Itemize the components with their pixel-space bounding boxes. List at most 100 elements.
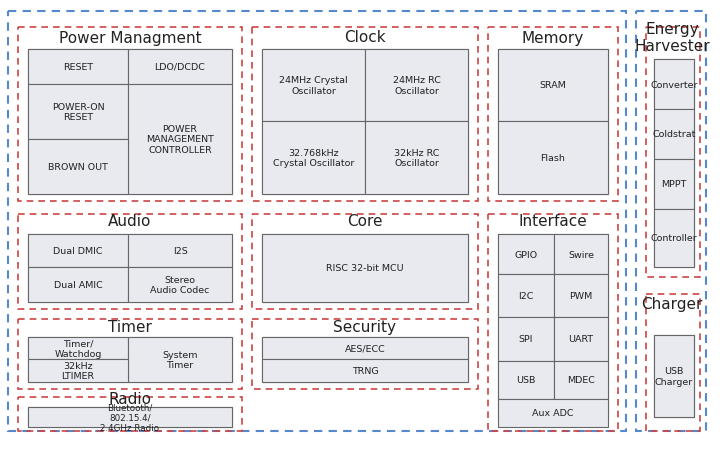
Bar — [8, 12, 626, 431]
Bar — [654, 110, 694, 160]
Bar — [18, 28, 242, 202]
Bar — [28, 359, 128, 382]
Text: Core: Core — [347, 214, 383, 229]
Text: MDEC: MDEC — [567, 376, 595, 385]
Text: Controller: Controller — [651, 234, 698, 243]
Text: Dual DMIC: Dual DMIC — [53, 246, 103, 255]
Bar — [28, 85, 128, 140]
Text: Timer/
Watchdog: Timer/ Watchdog — [54, 339, 102, 358]
Text: BROWN OUT: BROWN OUT — [48, 163, 108, 172]
Bar — [488, 28, 618, 202]
Bar — [252, 215, 478, 309]
Bar — [646, 295, 700, 431]
Bar — [128, 85, 232, 194]
Text: USB
Charger: USB Charger — [655, 367, 693, 386]
Text: 24MHz RC
Oscillator: 24MHz RC Oscillator — [392, 76, 441, 96]
Text: Converter: Converter — [650, 80, 698, 89]
Bar — [498, 235, 554, 274]
Bar — [28, 267, 128, 302]
Bar — [654, 60, 694, 110]
Bar — [554, 235, 608, 274]
Bar — [28, 337, 232, 382]
Text: Coldstrat: Coldstrat — [652, 130, 696, 139]
Text: Power Managment: Power Managment — [59, 30, 202, 46]
Bar — [498, 122, 608, 194]
Bar — [488, 215, 618, 431]
Bar — [28, 337, 128, 359]
Bar — [18, 215, 242, 309]
Bar — [28, 140, 128, 194]
Text: Memory: Memory — [522, 30, 584, 46]
Bar — [28, 407, 232, 427]
Text: PWM: PWM — [570, 291, 593, 300]
Bar — [252, 319, 478, 389]
Text: Aux ADC: Aux ADC — [532, 409, 574, 418]
Text: RISC 32-bit MCU: RISC 32-bit MCU — [326, 264, 404, 273]
Text: USB: USB — [516, 376, 536, 385]
Bar — [498, 235, 608, 419]
Text: Swire: Swire — [568, 250, 594, 259]
Text: SPI: SPI — [518, 335, 534, 344]
Bar — [636, 12, 706, 431]
Text: I2S: I2S — [173, 246, 187, 255]
Text: Energy
Harvester: Energy Harvester — [634, 22, 710, 54]
Text: Bluetooth/
802.15.4/
2.4GHz Radio: Bluetooth/ 802.15.4/ 2.4GHz Radio — [100, 402, 160, 432]
Text: POWER-ON
RESET: POWER-ON RESET — [52, 102, 104, 122]
Text: Clock: Clock — [344, 30, 386, 46]
Bar — [498, 318, 554, 361]
Bar — [262, 337, 468, 359]
Text: Audio: Audio — [108, 214, 152, 229]
Text: LDO/DCDC: LDO/DCDC — [155, 63, 205, 72]
Bar — [262, 50, 365, 122]
Text: System
Timer: System Timer — [162, 350, 198, 369]
Text: Security: Security — [333, 320, 397, 335]
Bar — [28, 50, 128, 85]
Bar — [654, 335, 694, 417]
Bar — [498, 274, 554, 318]
Bar — [654, 210, 694, 267]
Bar — [498, 399, 608, 427]
Text: 32.768kHz
Crystal Oscillator: 32.768kHz Crystal Oscillator — [273, 148, 354, 168]
Bar — [252, 28, 478, 202]
Bar — [262, 50, 468, 194]
Text: SRAM: SRAM — [539, 81, 567, 90]
Bar — [498, 361, 554, 399]
Text: Flash: Flash — [541, 154, 565, 163]
Bar — [654, 160, 694, 210]
Bar — [128, 267, 232, 302]
Bar — [498, 50, 608, 122]
Text: I2C: I2C — [518, 291, 534, 300]
Text: Dual AMIC: Dual AMIC — [53, 281, 102, 290]
Bar — [262, 235, 468, 302]
Bar — [262, 122, 365, 194]
Bar — [262, 337, 468, 382]
Bar — [262, 359, 468, 382]
Bar — [28, 407, 232, 427]
Text: 32kHz RC
Oscillator: 32kHz RC Oscillator — [394, 148, 439, 168]
Bar — [554, 318, 608, 361]
Bar — [654, 60, 694, 267]
Bar — [554, 361, 608, 399]
Bar — [128, 50, 232, 85]
Bar — [654, 335, 694, 417]
Bar — [128, 337, 232, 382]
Bar — [128, 235, 232, 267]
Text: Radio: Radio — [109, 391, 151, 407]
Bar — [262, 235, 468, 302]
Text: GPIO: GPIO — [514, 250, 538, 259]
Text: TRNG: TRNG — [351, 366, 378, 375]
Text: UART: UART — [568, 335, 593, 344]
Bar — [365, 122, 468, 194]
Bar — [28, 50, 232, 194]
Bar — [498, 50, 608, 194]
Text: 24MHz Crystal
Oscillator: 24MHz Crystal Oscillator — [279, 76, 348, 96]
Text: Charger: Charger — [642, 297, 703, 312]
Bar — [18, 397, 242, 431]
Text: POWER
MANAGEMENT
CONTROLLER: POWER MANAGEMENT CONTROLLER — [146, 125, 214, 155]
Text: Stereo
Audio Codec: Stereo Audio Codec — [150, 275, 210, 295]
Text: MPPT: MPPT — [661, 180, 687, 189]
Text: 32kHz
LTIMER: 32kHz LTIMER — [61, 361, 94, 380]
Bar — [18, 319, 242, 389]
Text: RESET: RESET — [63, 63, 93, 72]
Text: AES/ECC: AES/ECC — [345, 344, 385, 353]
